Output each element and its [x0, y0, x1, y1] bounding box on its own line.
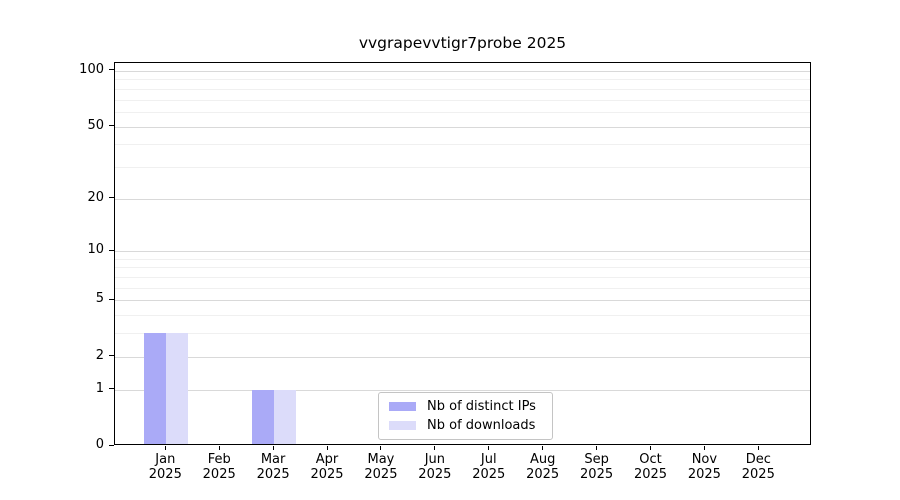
y-tick-mark	[109, 249, 114, 251]
legend-label-nb-of-downloads: Nb of downloads	[427, 418, 536, 433]
x-tick-year: 2025	[472, 467, 506, 482]
gridline-major	[115, 126, 810, 128]
gridline-minor	[115, 267, 810, 269]
legend-swatch-nb-of-distinct-ips	[389, 402, 416, 411]
x-tick-month: Nov	[691, 452, 718, 467]
gridline-minor	[115, 99, 810, 101]
gridline-major	[115, 356, 810, 358]
x-tick-month: Feb	[207, 452, 231, 467]
y-tick-label: 2	[95, 347, 104, 363]
gridline-minor	[115, 277, 810, 279]
gridline-minor	[115, 144, 810, 146]
legend-item-nb-of-downloads: Nb of downloads	[389, 418, 542, 433]
gridline-minor	[115, 333, 810, 335]
x-tick-label: Feb 2025	[192, 452, 246, 482]
x-tick-month: Jun	[424, 452, 445, 467]
x-tick-label: Mar 2025	[246, 452, 300, 482]
chart-title: vvgrapevvtigr7probe 2025	[358, 34, 567, 52]
x-tick-year: 2025	[580, 467, 614, 482]
y-tick-label: 5	[95, 291, 104, 307]
x-tick-label: Apr 2025	[300, 452, 354, 482]
gridline-major	[115, 198, 810, 200]
y-tick-label: 100	[79, 61, 104, 77]
x-tick-year: 2025	[633, 467, 668, 482]
x-tick-month: May	[367, 452, 395, 467]
x-tick-mark	[757, 446, 759, 450]
x-tick-label: Sep 2025	[570, 452, 624, 482]
y-tick-mark	[109, 69, 114, 71]
legend-swatch-nb-of-downloads	[389, 421, 416, 430]
gridline-minor	[115, 111, 810, 113]
x-tick-mark	[649, 446, 651, 450]
x-tick-label: May 2025	[354, 452, 408, 482]
x-tick-month: Dec	[745, 452, 771, 467]
y-tick-mark	[109, 444, 114, 446]
x-tick-mark	[380, 446, 382, 450]
legend-item-nb-of-distinct-ips: Nb of distinct IPs	[389, 399, 542, 414]
y-tick-label: 10	[87, 242, 104, 258]
y-tick-mark	[109, 125, 114, 126]
y-tick-label: 50	[87, 117, 104, 133]
x-tick-year: 2025	[364, 467, 398, 482]
x-tick-mark	[326, 446, 328, 450]
bar-nb-of-downloads-jan	[166, 333, 189, 444]
x-tick-year: 2025	[310, 467, 344, 482]
x-tick-mark	[703, 446, 705, 450]
x-tick-year: 2025	[148, 467, 182, 482]
y-tick-label: 20	[87, 189, 104, 205]
x-tick-month: Oct	[639, 452, 662, 467]
x-tick-label: Jan 2025	[138, 452, 192, 482]
bar-nb-of-distinct-ips-jan	[144, 333, 167, 444]
y-tick-label: 1	[95, 380, 104, 396]
y-tick-mark	[109, 197, 114, 199]
gridline-major	[115, 300, 810, 302]
x-tick-month: Sep	[584, 452, 609, 467]
x-tick-mark	[542, 446, 544, 450]
legend: Nb of distinct IPs Nb of downloads	[378, 392, 553, 440]
x-tick-year: 2025	[418, 467, 452, 482]
bar-nb-of-downloads-mar	[274, 389, 297, 444]
x-tick-year: 2025	[741, 467, 775, 482]
x-tick-label: Aug 2025	[516, 452, 570, 482]
x-tick-mark	[218, 446, 220, 450]
y-tick-mark	[109, 388, 114, 390]
plot-area	[114, 62, 811, 445]
gridline-minor	[115, 287, 810, 289]
x-tick-year: 2025	[202, 467, 236, 482]
gridline-minor	[115, 258, 810, 260]
y-tick-mark	[109, 355, 114, 357]
x-tick-label: Nov 2025	[677, 452, 731, 482]
x-tick-year: 2025	[526, 467, 560, 482]
x-tick-label: Jul 2025	[462, 452, 516, 482]
x-tick-month: Mar	[260, 452, 286, 467]
x-tick-month: Apr	[315, 452, 339, 467]
x-tick-mark	[164, 446, 166, 450]
y-tick-mark	[109, 298, 114, 300]
gridline-minor	[115, 166, 810, 168]
gridline-major	[115, 389, 810, 391]
x-tick-month: Aug	[529, 452, 556, 467]
x-tick-label: Jun 2025	[408, 452, 462, 482]
x-tick-year: 2025	[256, 467, 290, 482]
gridline-major	[115, 251, 810, 253]
gridline-minor	[115, 315, 810, 317]
bar-nb-of-distinct-ips-mar	[252, 389, 275, 444]
x-tick-year: 2025	[687, 467, 721, 482]
x-tick-month: Jan	[155, 452, 176, 467]
gridline-major	[115, 70, 810, 72]
x-tick-mark	[434, 446, 436, 450]
gridline-minor	[115, 88, 810, 90]
gridline-minor	[115, 79, 810, 81]
x-tick-mark	[272, 446, 274, 450]
y-tick-label: 0	[95, 437, 104, 452]
x-tick-label: Oct 2025	[623, 452, 677, 482]
x-tick-mark	[488, 446, 490, 450]
x-tick-label: Dec 2025	[731, 452, 785, 482]
x-tick-month: Jul	[480, 452, 497, 467]
x-tick-mark	[596, 446, 598, 450]
legend-label-nb-of-distinct-ips: Nb of distinct IPs	[427, 399, 536, 414]
